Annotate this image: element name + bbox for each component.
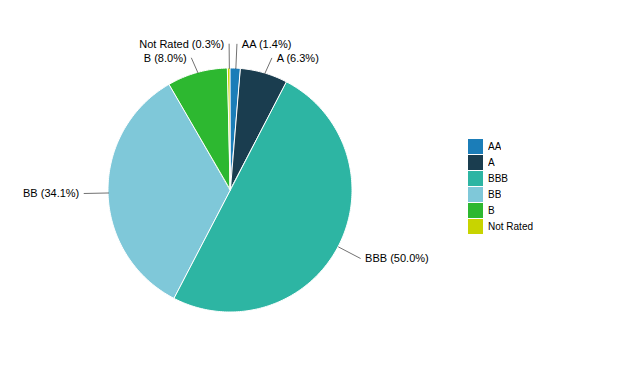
html-text:BBB: BBB [488,173,508,184]
svg-text:BBB (50.0%): BBB (50.0%) [365,251,429,263]
html-text:A: A [488,157,495,168]
svg-text:BB (34.1%): BB (34.1%) [23,187,79,199]
html-text:BB: BB [488,189,502,200]
svg-text:B (8.0%): B (8.0%) [144,51,187,63]
html-text:B: B [488,205,495,216]
html-text:Not Rated: Not Rated [488,221,533,232]
svg-text:Not Rated (0.3%): Not Rated (0.3%) [139,37,224,49]
html-text:AA: AA [488,141,502,152]
svg-text:A (6.3%): A (6.3%) [277,51,319,63]
svg-text:AA (1.4%): AA (1.4%) [242,37,292,49]
